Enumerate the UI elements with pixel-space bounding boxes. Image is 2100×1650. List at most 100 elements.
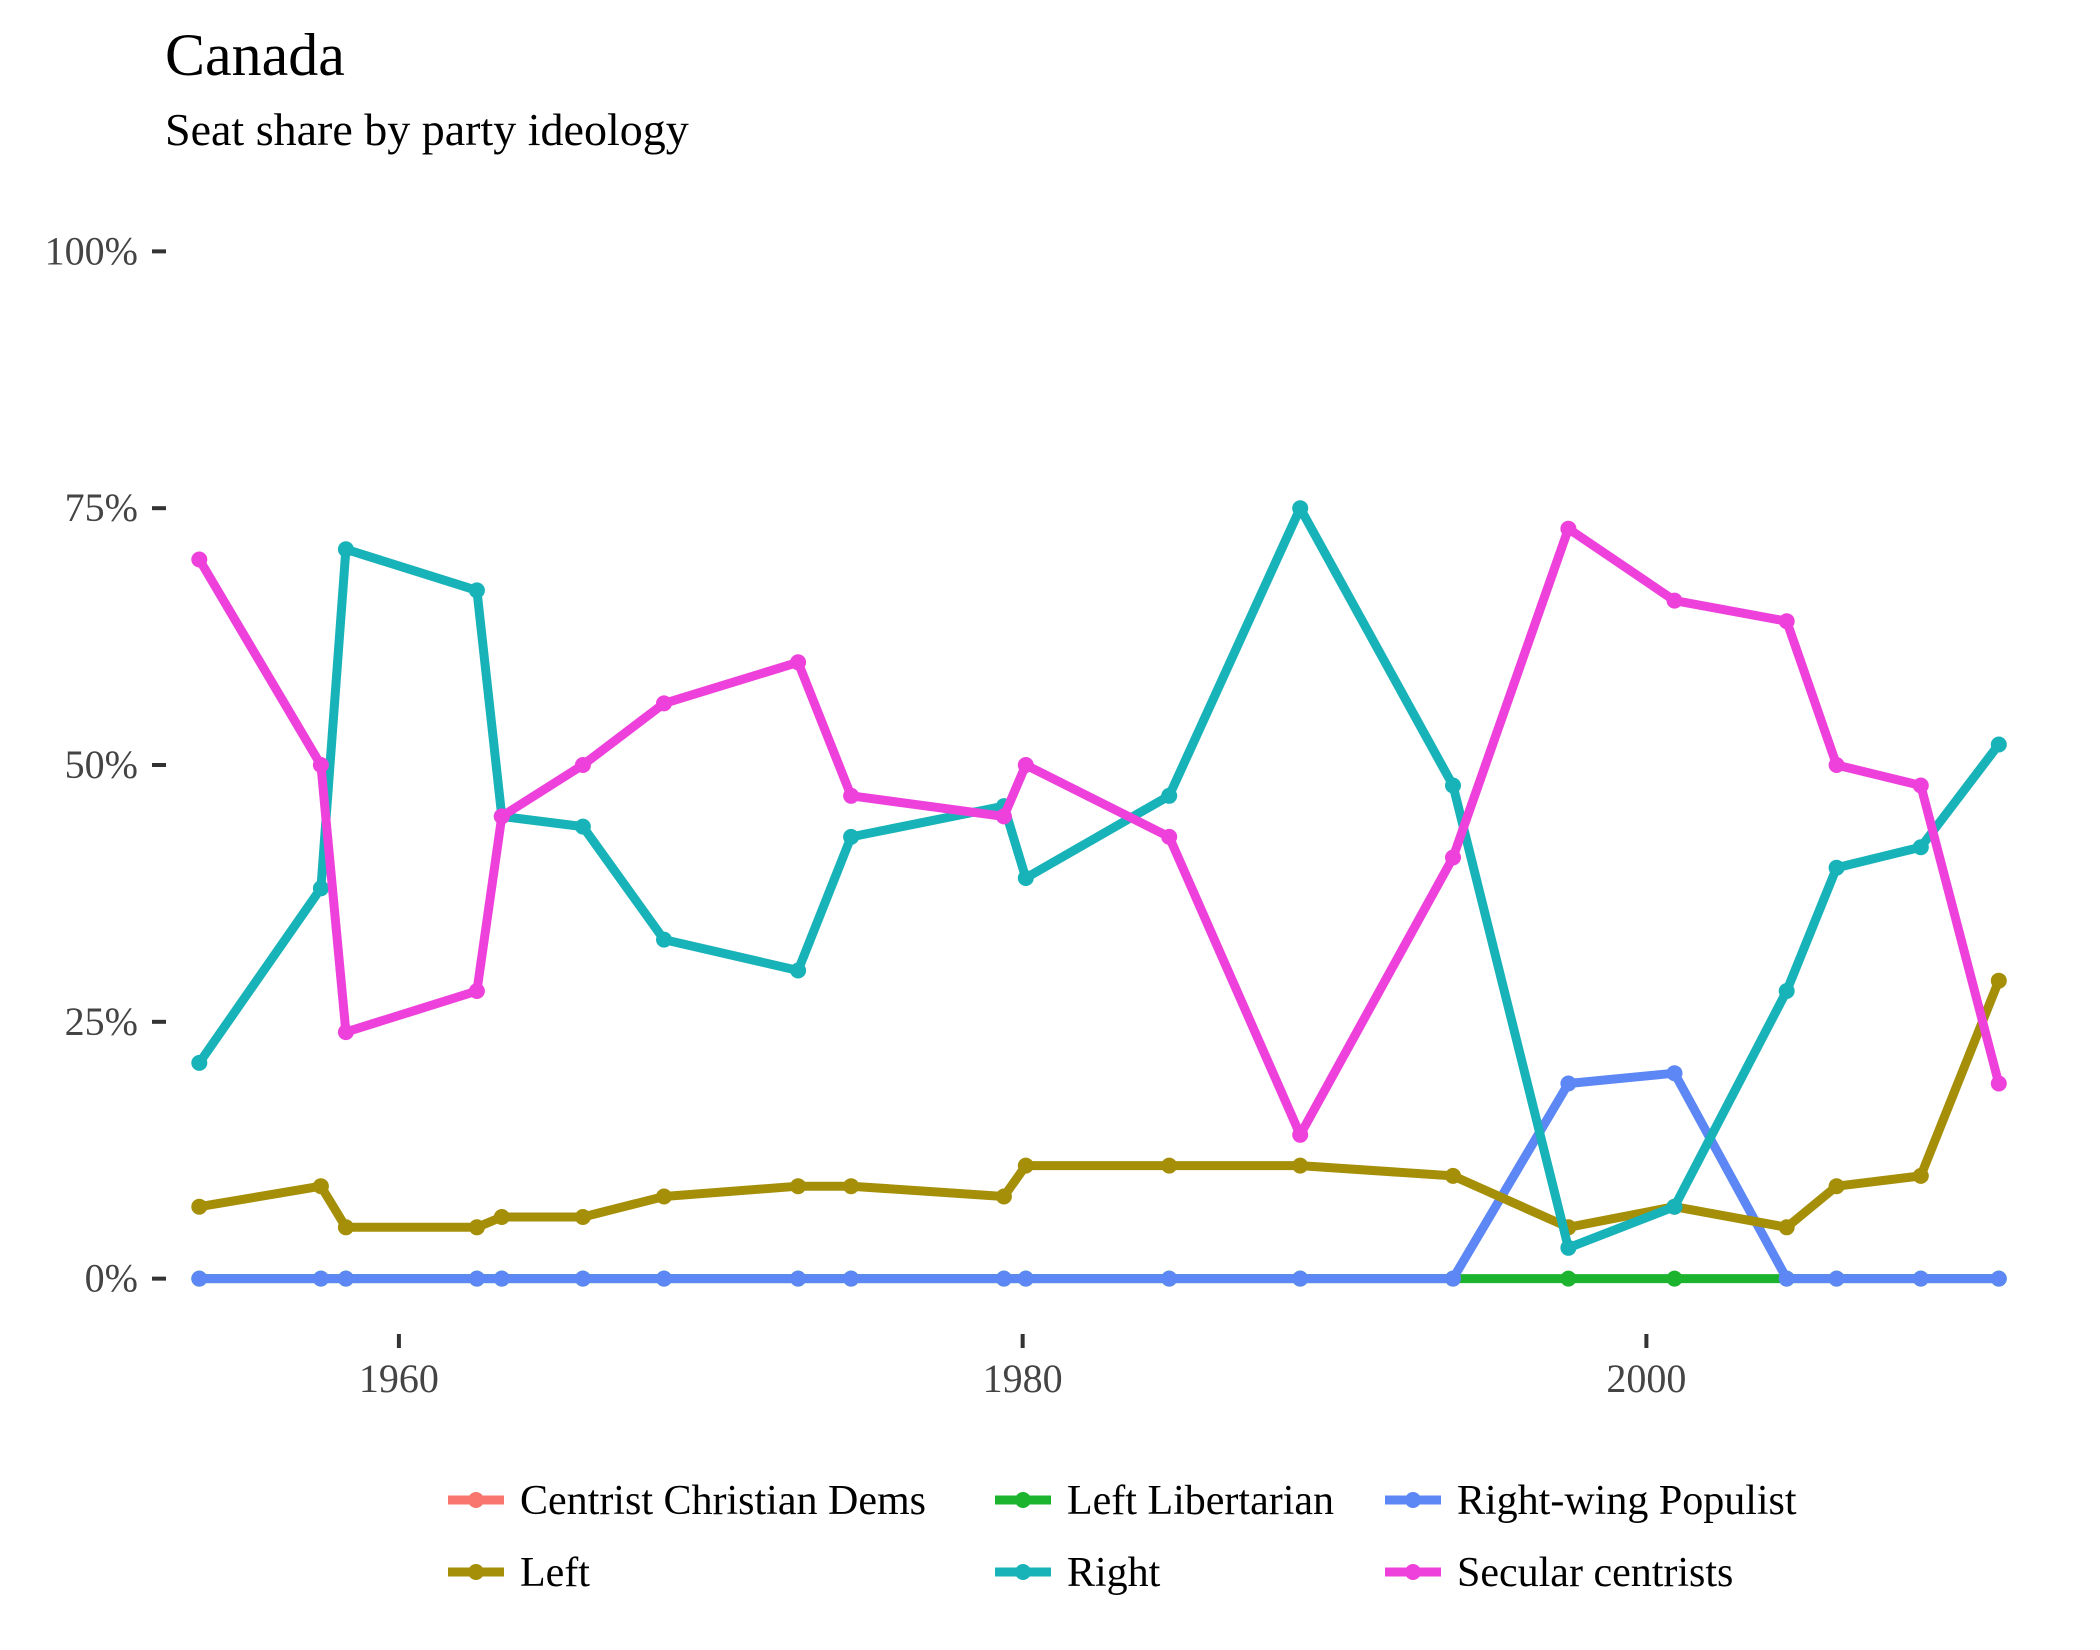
data-point-left: [468, 1219, 485, 1236]
data-point-secular-centrists: [1161, 828, 1178, 845]
data-point-right: [1828, 859, 1845, 876]
legend-item-left: Left: [448, 1550, 590, 1596]
legend-key-point: [468, 1492, 484, 1508]
legend-label: Left: [520, 1550, 590, 1596]
x-axis: 1960 1980 2000: [359, 1334, 1686, 1401]
y-tick-label: 50%: [65, 742, 138, 787]
data-point-right-wing-populist: [337, 1270, 354, 1287]
legend-item-right-wing-populist: Right-wing Populist: [1385, 1478, 1797, 1524]
data-point-right-wing-populist: [1912, 1270, 1929, 1287]
data-point-right-wing-populist: [1292, 1270, 1309, 1287]
data-point-right: [312, 880, 329, 897]
data-point-left: [312, 1178, 329, 1195]
data-point-right: [191, 1054, 208, 1071]
legend-label: Secular centrists: [1457, 1550, 1733, 1596]
data-point-right-wing-populist: [574, 1270, 591, 1287]
data-point-right-wing-populist: [1666, 1065, 1683, 1082]
data-point-secular-centrists: [493, 808, 510, 825]
legend-key-point: [1405, 1492, 1421, 1508]
legend-key-point: [1405, 1564, 1421, 1580]
legend-key-point: [468, 1564, 484, 1580]
data-point-left: [493, 1209, 510, 1225]
data-point-right: [1912, 839, 1929, 856]
data-point-right-wing-populist: [790, 1270, 807, 1287]
data-point-left: [574, 1209, 591, 1225]
data-point-left: [1828, 1178, 1845, 1195]
data-point-left: [1292, 1157, 1309, 1174]
legend-item-left-libertarian: Left Libertarian: [995, 1478, 1334, 1524]
data-point-right-wing-populist: [1017, 1270, 1034, 1287]
x-tick-label: 2000: [1606, 1356, 1686, 1401]
data-point-right-wing-populist: [191, 1270, 208, 1287]
data-point-secular-centrists: [1828, 757, 1845, 773]
legend: Centrist Christian Dems Left Libertarian R…: [448, 1478, 1797, 1596]
plot-area: [191, 500, 2007, 1287]
data-point-secular-centrists: [1292, 1126, 1309, 1143]
data-point-secular-centrists: [574, 757, 591, 773]
data-point-right: [1778, 983, 1795, 999]
data-point-left: [790, 1178, 807, 1195]
series-right: [191, 500, 2007, 1256]
data-point-secular-centrists: [1778, 613, 1795, 630]
data-point-secular-centrists: [843, 787, 860, 804]
data-point-left: [1912, 1167, 1929, 1184]
data-point-right: [574, 818, 591, 835]
data-point-secular-centrists: [790, 654, 807, 671]
data-point-right-wing-populist: [312, 1270, 329, 1287]
y-tick-label: 25%: [65, 999, 138, 1044]
data-point-left: [1445, 1167, 1461, 1184]
series-secular-centrists: [191, 520, 2007, 1143]
data-point-right-wing-populist: [468, 1270, 485, 1287]
data-point-left: [191, 1198, 208, 1215]
data-point-secular-centrists: [1912, 777, 1929, 794]
y-tick-label: 75%: [65, 485, 138, 530]
legend-label: Right-wing Populist: [1457, 1478, 1797, 1524]
legend-label: Right: [1067, 1550, 1161, 1596]
data-point-left: [995, 1188, 1012, 1205]
series-right-wing-populist: [191, 1065, 2007, 1287]
data-point-right: [1560, 1239, 1577, 1256]
legend-item-right: Right: [995, 1550, 1161, 1596]
data-point-left: [1990, 972, 2007, 989]
data-point-right-wing-populist: [493, 1270, 510, 1287]
legend-label: Left Libertarian: [1067, 1478, 1334, 1524]
data-point-right: [1017, 870, 1034, 886]
series-line-right: [194, 503, 2004, 1253]
data-point-secular-centrists: [468, 983, 485, 999]
data-point-right: [656, 931, 672, 948]
legend-item-centrist-christian-dems: Centrist Christian Dems: [448, 1478, 926, 1524]
data-point-secular-centrists: [191, 551, 208, 568]
data-point-secular-centrists: [995, 808, 1012, 825]
data-point-secular-centrists: [337, 1024, 354, 1041]
y-tick-label: 100%: [45, 228, 138, 273]
data-point-right-wing-populist: [1560, 1075, 1577, 1092]
data-point-right: [1445, 777, 1461, 794]
data-point-left-libertarian: [1666, 1270, 1683, 1287]
data-point-right-wing-populist: [1828, 1270, 1845, 1287]
data-point-left: [337, 1219, 354, 1236]
x-tick-label: 1960: [359, 1356, 439, 1401]
data-point-right: [337, 541, 354, 558]
data-point-right-wing-populist: [1990, 1270, 2007, 1287]
data-point-secular-centrists: [656, 695, 672, 712]
data-point-right: [1990, 736, 2007, 753]
data-point-secular-centrists: [1445, 849, 1461, 866]
y-axis: 0% 25% 50% 75% 100%: [45, 228, 166, 1301]
data-point-left: [1161, 1157, 1178, 1174]
data-point-secular-centrists: [1666, 592, 1683, 609]
data-point-right-wing-populist: [656, 1270, 672, 1287]
series-left: [191, 972, 2007, 1236]
x-tick-label: 1980: [983, 1356, 1063, 1401]
data-point-secular-centrists: [312, 757, 329, 773]
legend-item-secular-centrists: Secular centrists: [1385, 1550, 1733, 1596]
legend-key-point: [1015, 1492, 1031, 1508]
data-point-secular-centrists: [1017, 757, 1034, 773]
data-point-left: [1017, 1157, 1034, 1174]
data-point-right-wing-populist: [1161, 1270, 1178, 1287]
data-point-right: [843, 828, 860, 845]
series-line-secular-centrists: [194, 524, 2004, 1140]
data-point-right-wing-populist: [1445, 1270, 1461, 1287]
data-point-secular-centrists: [1560, 520, 1577, 537]
data-point-right: [1666, 1198, 1683, 1215]
data-point-left: [1778, 1219, 1795, 1236]
